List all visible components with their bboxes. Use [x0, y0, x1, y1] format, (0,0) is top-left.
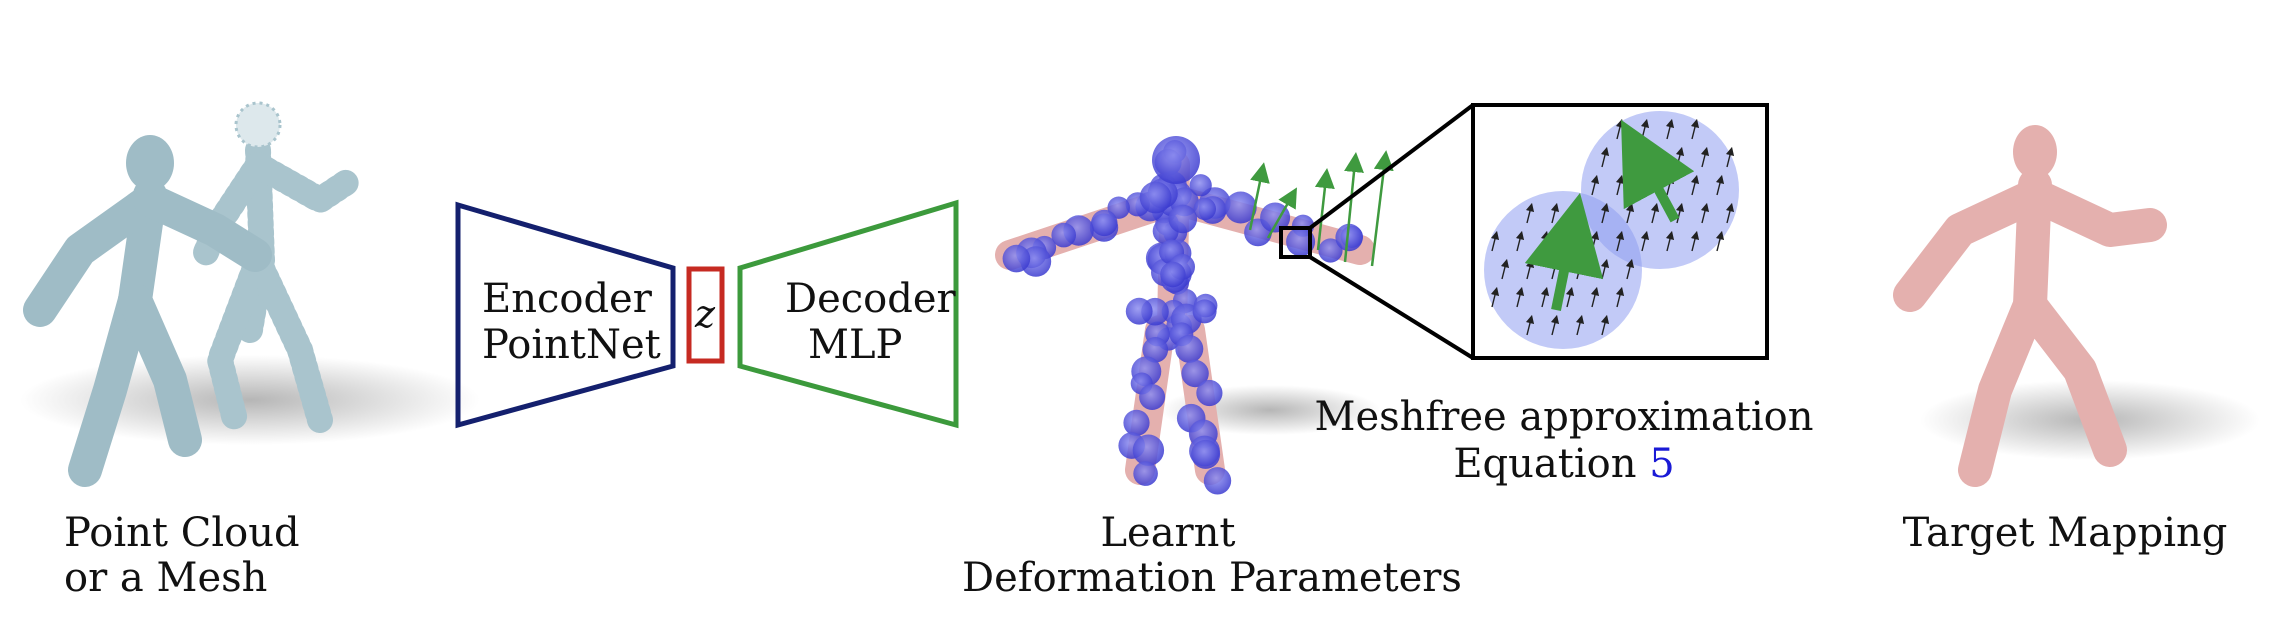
- learnt-label-line2: Deformation Parameters: [962, 555, 1462, 601]
- field-arrow: [1640, 230, 1650, 252]
- mesh-figure: [23, 178, 272, 487]
- input-shapes: Point Cloud or a Mesh: [20, 101, 480, 601]
- particle: [1286, 227, 1316, 257]
- learnt-label-line1: Learnt: [1100, 510, 1235, 556]
- meshfree-label-line2: Equation 5: [1453, 441, 1674, 487]
- particle-vector-1: [1524, 192, 1604, 312]
- particle: [1335, 223, 1363, 252]
- particle: [1091, 209, 1118, 237]
- zoom-connector-bottom: [1308, 255, 1475, 360]
- meshfree-label-line1: Meshfree approximation: [1314, 394, 1813, 440]
- particle: [1193, 197, 1217, 221]
- particle: [1139, 181, 1172, 214]
- field-arrow: [1615, 286, 1625, 308]
- particle: [1192, 299, 1217, 324]
- zoom-inset: Meshfree approximation Equation 5: [1279, 103, 1814, 487]
- particle: [1133, 461, 1158, 486]
- field-arrow: [1700, 202, 1710, 224]
- field-arrow: [1615, 230, 1625, 252]
- particle: [1191, 439, 1221, 469]
- deformation-arrows: [1248, 150, 1394, 267]
- zoom-source-box: [1279, 226, 1312, 259]
- field-arrow: [1715, 174, 1725, 196]
- field-arrow: [1665, 230, 1675, 252]
- equation-reference-link[interactable]: 5: [1649, 441, 1674, 487]
- mesh-head: [126, 135, 174, 191]
- particle: [1224, 191, 1257, 224]
- particle: [1002, 244, 1031, 273]
- input-label-line1: Point Cloud: [64, 510, 300, 556]
- field-arrow: [1600, 314, 1610, 336]
- field-arrow: [1715, 230, 1725, 252]
- particle: [1051, 222, 1076, 248]
- field-arrow: [1490, 230, 1500, 252]
- particle: [1123, 409, 1150, 436]
- point-cloud-head: [234, 101, 282, 149]
- field-arrow: [1540, 286, 1550, 308]
- particle: [1196, 379, 1223, 407]
- field-arrow: [1515, 286, 1525, 308]
- particle: [1168, 204, 1198, 234]
- field-arrow: [1590, 286, 1600, 308]
- particle: [1181, 359, 1209, 388]
- field-arrow: [1500, 258, 1510, 280]
- ground-shadow: [20, 355, 480, 445]
- encoder-label-line2: PointNet: [482, 322, 661, 368]
- particle: [1160, 261, 1186, 288]
- field-arrow: [1625, 202, 1635, 224]
- particle: [1142, 337, 1169, 363]
- particle: [1125, 297, 1153, 325]
- particle: [1318, 238, 1343, 263]
- field-arrow: [1690, 230, 1700, 252]
- encoder-trapezoid: [455, 201, 676, 429]
- meshfree-label-prefix: Equation: [1453, 441, 1636, 487]
- particle: [1139, 384, 1166, 410]
- field-arrow: [1590, 174, 1600, 196]
- particle: [1152, 136, 1200, 184]
- field-arrow: [1565, 286, 1575, 308]
- target-mesh: Target Mapping: [1893, 125, 2260, 556]
- field-arrow: [1725, 202, 1735, 224]
- particle-vector-2: [1621, 119, 1695, 223]
- particle-cloud: [1002, 136, 1364, 495]
- field-arrow: [1600, 146, 1610, 168]
- field-arrow: [1625, 258, 1635, 280]
- decoder-label-line2: MLP: [808, 322, 902, 368]
- target-label: Target Mapping: [1903, 510, 2228, 556]
- particle: [1175, 334, 1204, 363]
- particle: [1189, 174, 1212, 197]
- field-arrow: [1675, 202, 1685, 224]
- input-label-line2: or a Mesh: [64, 555, 267, 601]
- field-arrow: [1525, 314, 1535, 336]
- particle-body: Learnt Deformation Parameters: [962, 136, 1462, 601]
- particle: [1203, 467, 1232, 495]
- field-arrow: [1615, 174, 1625, 196]
- target-head: [2013, 125, 2057, 179]
- decoder-label-line1: Decoder: [785, 276, 957, 322]
- field-arrow: [1615, 118, 1625, 140]
- field-arrow: [1550, 314, 1560, 336]
- particle: [1132, 434, 1165, 466]
- field-arrow: [1575, 314, 1585, 336]
- field-arrow: [1700, 146, 1710, 168]
- field-arrow: [1490, 286, 1500, 308]
- field-arrow: [1515, 230, 1525, 252]
- field-arrow: [1725, 146, 1735, 168]
- encoder-label-line1: Encoder: [482, 276, 653, 322]
- field-arrow: [1650, 202, 1660, 224]
- zoom-connector-top: [1308, 103, 1475, 230]
- latent-box: [686, 266, 725, 364]
- target-figure: [1893, 168, 2167, 487]
- latent-label: z: [694, 292, 716, 336]
- decoder-trapezoid: [737, 199, 959, 429]
- network-block: Encoder PointNet z Decoder MLP: [455, 199, 959, 429]
